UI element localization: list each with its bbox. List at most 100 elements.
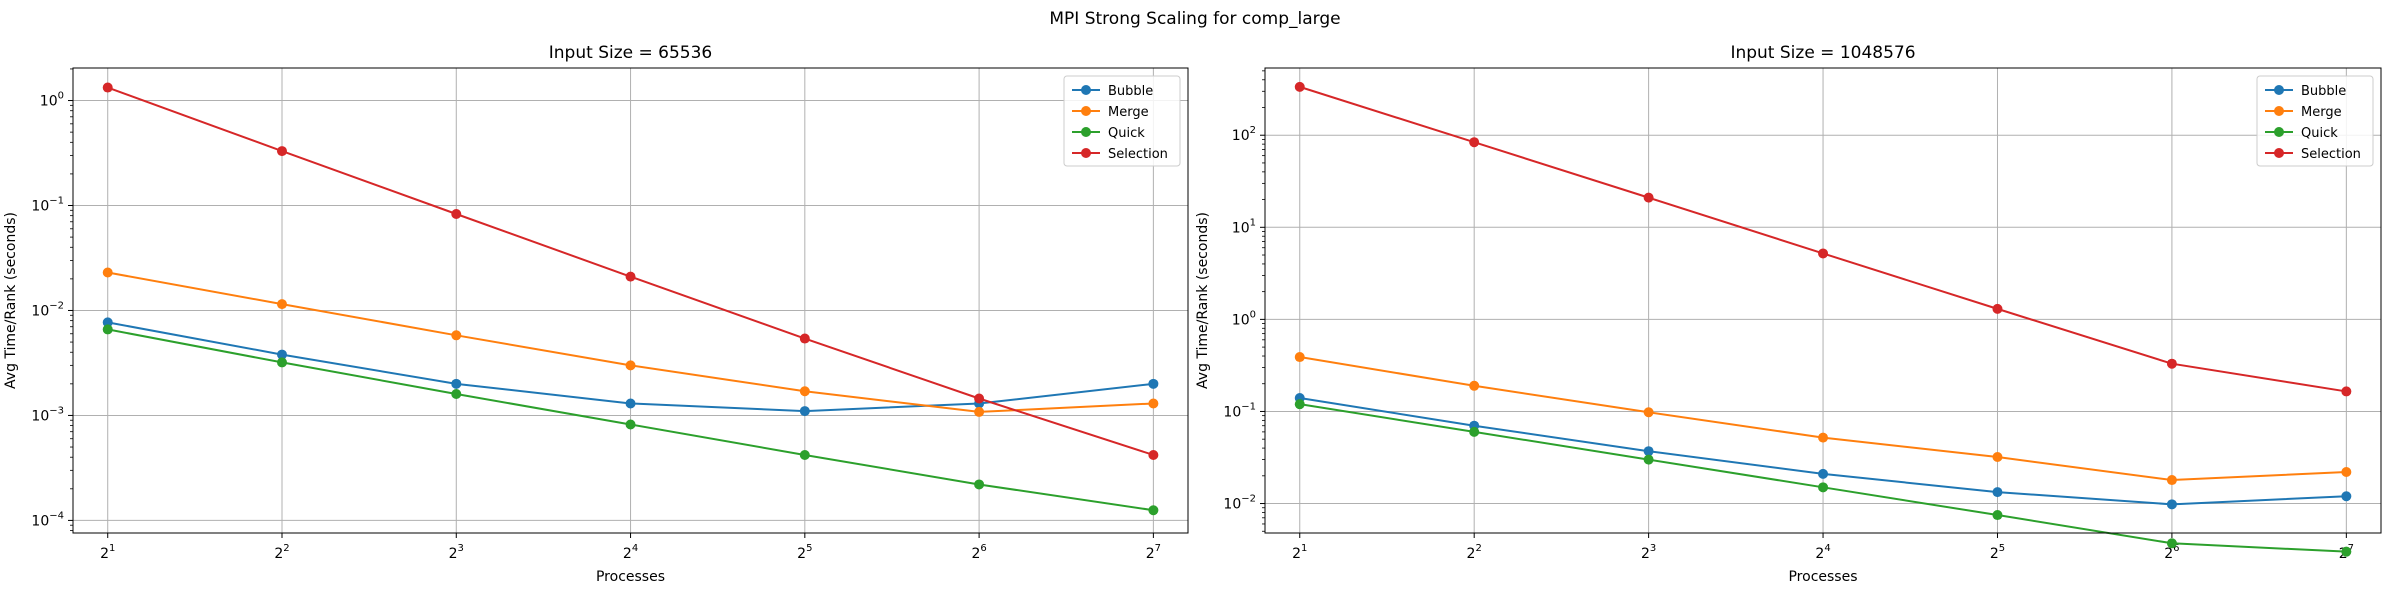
legend-label: Quick	[2301, 126, 2338, 141]
x-tick-label-exp: 4	[1824, 543, 1830, 554]
y-tick-label-base: 10	[1232, 128, 1250, 144]
data-point	[451, 330, 462, 341]
data-point	[1818, 248, 1829, 259]
legend-marker	[2274, 85, 2284, 95]
data-point	[451, 389, 462, 400]
chart-title: Input Size = 65536	[549, 43, 712, 63]
x-tick-label: 24	[623, 543, 638, 562]
x-tick-label-base: 2	[1146, 546, 1155, 562]
y-tick-label-base: 10	[31, 303, 49, 319]
y-tick-label-exp: 0	[1250, 309, 1256, 320]
plot-frame	[72, 67, 1189, 534]
data-point	[1992, 487, 2003, 498]
legend-label: Quick	[1108, 126, 1145, 141]
data-point	[1992, 303, 2003, 314]
data-point	[625, 398, 636, 409]
data-point	[451, 378, 462, 389]
legend-box	[1063, 75, 1181, 167]
x-tick-label-exp: 2	[1475, 543, 1481, 554]
data-point	[799, 406, 810, 417]
data-point	[1469, 426, 1480, 437]
data-point	[276, 299, 287, 310]
y-tick-label-base: 10	[1223, 404, 1241, 420]
data-point	[276, 357, 287, 368]
legend-marker	[2274, 148, 2284, 158]
x-tick-label-exp: 7	[2348, 543, 2354, 554]
x-tick-label-base: 2	[1990, 546, 1999, 562]
y-tick-label: 10−2	[1223, 494, 1256, 513]
x-tick-label-base: 2	[1815, 546, 1824, 562]
y-tick-label-base: 10	[31, 513, 49, 529]
y-tick-label-exp: 0	[58, 91, 64, 102]
y-tick-label-base: 10	[1232, 220, 1250, 236]
x-tick-label: 23	[449, 543, 464, 562]
x-tick-label-exp: 7	[1155, 543, 1161, 554]
data-point	[799, 449, 810, 460]
x-tick-label-exp: 1	[109, 543, 115, 554]
y-tick-label-exp: −4	[49, 510, 64, 521]
data-point	[2341, 386, 2352, 397]
y-tick-label: 10−3	[31, 405, 64, 424]
x-tick-label-exp: 2	[283, 543, 289, 554]
y-tick-label-base: 10	[1223, 497, 1241, 513]
data-point	[2166, 499, 2177, 510]
y-tick-label: 102	[1232, 125, 1256, 144]
series-selection	[1294, 81, 2352, 397]
data-point	[1992, 510, 2003, 521]
y-tick-label-exp: −3	[49, 405, 64, 416]
y-axis-label: Avg Time/Rank (seconds)	[3, 212, 19, 389]
x-tick-label-base: 2	[971, 546, 980, 562]
x-tick-label-exp: 4	[632, 543, 638, 554]
x-tick-label: 23	[1641, 543, 1656, 562]
data-point	[2166, 538, 2177, 549]
legend-marker	[1081, 127, 1091, 137]
data-point	[102, 82, 113, 93]
data-point	[974, 406, 985, 417]
y-tick-label: 10−1	[31, 196, 64, 215]
x-tick-label-base: 2	[1467, 546, 1476, 562]
x-tick-label: 27	[1146, 543, 1161, 562]
x-tick-label-exp: 5	[806, 543, 812, 554]
data-point	[276, 349, 287, 360]
y-tick-label-exp: −2	[1241, 494, 1256, 505]
data-point	[625, 360, 636, 371]
data-point	[1469, 380, 1480, 391]
y-tick-label: 10−2	[31, 300, 64, 319]
legend-label: Selection	[2301, 147, 2361, 162]
x-tick-label: 25	[797, 543, 812, 562]
y-axis-label: Avg Time/Rank (seconds)	[1195, 212, 1211, 389]
legend-marker	[2274, 127, 2284, 137]
x-tick-label-exp: 1	[1301, 543, 1307, 554]
series-selection	[102, 82, 1159, 460]
x-tick-label-base: 2	[623, 546, 632, 562]
y-tick-label-base: 10	[40, 94, 58, 110]
data-point	[102, 317, 113, 328]
legend: Bubble Merge Quick Selection	[1063, 75, 1181, 167]
x-tick-label-base: 2	[2164, 546, 2173, 562]
x-axis-label: Processes	[596, 569, 665, 585]
data-point	[1148, 378, 1159, 389]
data-point	[1294, 81, 1305, 92]
x-tick-label-base: 2	[100, 546, 109, 562]
x-tick-label: 25	[1990, 543, 2005, 562]
legend-label: Bubble	[1108, 84, 1153, 99]
series-merge	[102, 267, 1159, 417]
y-tick-label: 10−4	[31, 510, 64, 529]
x-tick-label: 26	[2164, 543, 2179, 562]
x-tick-label-exp: 3	[458, 543, 464, 554]
data-point	[974, 479, 985, 490]
data-point	[625, 419, 636, 430]
data-point	[1294, 399, 1305, 410]
data-point	[799, 386, 810, 397]
legend-label: Selection	[1108, 147, 1168, 162]
x-tick-label-base: 2	[1292, 546, 1301, 562]
x-tick-label: 26	[971, 543, 986, 562]
x-tick-label: 24	[1815, 543, 1830, 562]
y-tick-label-exp: −1	[1241, 401, 1256, 412]
y-tick-label-exp: 2	[1250, 125, 1256, 136]
legend-label: Merge	[1108, 105, 1149, 120]
data-point	[451, 208, 462, 219]
